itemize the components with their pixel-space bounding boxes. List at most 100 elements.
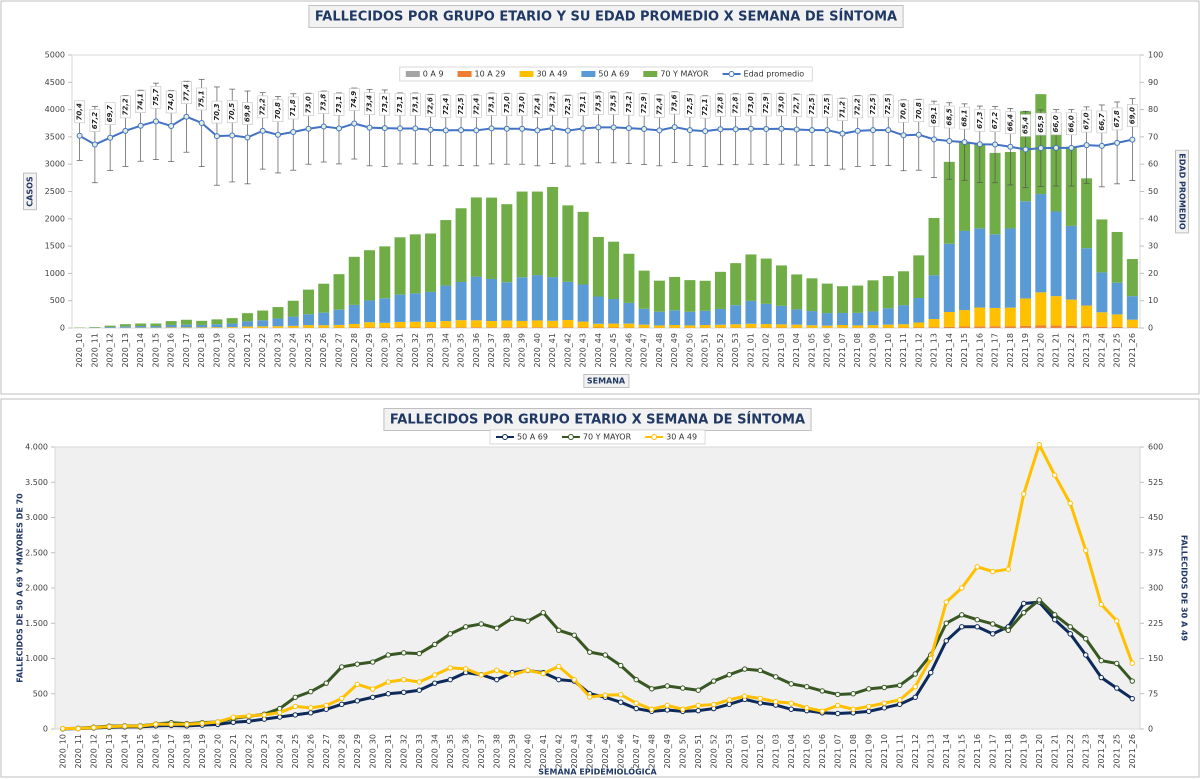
line-marker xyxy=(618,699,624,705)
y2-axis-title: FALLECIDOS DE 30 A 49 xyxy=(1180,535,1189,642)
data-label-box xyxy=(852,95,864,119)
line-marker xyxy=(695,702,701,709)
data-label-box xyxy=(272,99,284,123)
x-axis-title: SEMANA EPIDEMIOLÓGICA xyxy=(538,766,657,777)
x-tick-label: 2020_34 xyxy=(441,333,450,368)
line-marker xyxy=(928,655,934,662)
y2-axis-title: EDAD PROMEDIO xyxy=(1178,153,1187,230)
x-tick-label: 2021_23 xyxy=(1081,734,1090,769)
bar-segment xyxy=(348,323,360,328)
bar-segment xyxy=(135,325,147,328)
bar-segment xyxy=(653,280,665,312)
line-marker xyxy=(763,125,770,132)
line-marker xyxy=(633,705,639,712)
bar-segment xyxy=(974,228,986,308)
line-marker xyxy=(432,641,438,648)
bar-segment xyxy=(775,305,787,325)
x-tick-label: 2021_20 xyxy=(1035,734,1044,769)
bar-segment xyxy=(791,309,803,325)
line-series xyxy=(79,115,1133,151)
x-tick-label: 2021_19 xyxy=(1021,333,1030,368)
data-label: 74,1 xyxy=(137,93,145,110)
axis-title-box xyxy=(583,374,630,388)
data-label: 66,4 xyxy=(1006,114,1014,131)
x-tick-label: 2020_46 xyxy=(624,333,633,368)
line-marker xyxy=(711,678,717,684)
line-marker xyxy=(1068,144,1075,151)
line-marker xyxy=(625,125,632,132)
y-tick-label: 3.000 xyxy=(25,513,48,522)
line-marker xyxy=(107,134,114,141)
bar-segment xyxy=(638,308,650,325)
x-tick-label: 2020_47 xyxy=(632,734,641,769)
bar-segment xyxy=(1004,326,1016,328)
line-marker xyxy=(1129,695,1135,702)
bar-segment xyxy=(684,325,696,328)
y-tick-label: 4.000 xyxy=(25,443,48,452)
bar-segment xyxy=(653,325,665,328)
x-tick-label: 2021_11 xyxy=(899,333,908,368)
line-marker xyxy=(432,672,438,678)
line-marker xyxy=(671,124,678,131)
data-label: 70,8 xyxy=(274,102,282,119)
x-axis-title: SEMANA xyxy=(587,377,626,386)
x-tick-label: 2021_18 xyxy=(1004,734,1013,769)
bar-segment xyxy=(714,324,726,328)
bar-segment xyxy=(836,286,848,313)
line-marker xyxy=(959,624,965,630)
line-marker xyxy=(261,712,267,718)
bar-segment xyxy=(379,246,391,299)
data-label: 72,2 xyxy=(854,98,862,115)
bar-segment xyxy=(760,303,772,325)
bar-segment xyxy=(211,327,223,328)
data-label: 77,4 xyxy=(182,84,190,101)
line-marker xyxy=(385,652,391,658)
x-tick-label: 2020_38 xyxy=(502,333,511,368)
data-label: 73,5 xyxy=(594,95,602,112)
line-marker xyxy=(1098,674,1104,681)
line-marker xyxy=(354,661,360,667)
x-tick-label: 2020_44 xyxy=(594,333,603,368)
data-label-box xyxy=(104,102,116,126)
bar-segment xyxy=(1020,298,1032,326)
line-marker xyxy=(618,662,624,669)
y-tick-label: 1500 xyxy=(45,242,65,251)
data-label-box xyxy=(562,95,574,118)
x-tick-label: 2021_24 xyxy=(1097,734,1106,769)
x-tick-label: 2021_15 xyxy=(960,333,969,368)
line-marker xyxy=(649,686,655,692)
bar-segment xyxy=(852,285,864,313)
line-marker xyxy=(354,698,360,704)
x-tick-label: 2021_26 xyxy=(1128,734,1137,769)
data-label: 72,2 xyxy=(259,98,267,115)
bar-segment xyxy=(867,325,879,328)
x-tick-label: 2020_52 xyxy=(716,333,725,368)
x-tick-label: 2021_05 xyxy=(807,333,816,368)
bar-segment xyxy=(623,323,635,328)
bar-segment xyxy=(180,324,192,328)
x-tick-label: 2020_43 xyxy=(579,333,588,368)
bar-segment xyxy=(226,323,238,328)
line-marker xyxy=(974,624,980,630)
x-tick-label: 2020_41 xyxy=(539,734,548,769)
data-label: 68,5 xyxy=(945,108,953,125)
line-marker xyxy=(277,709,283,716)
bar-segment xyxy=(730,263,742,306)
data-label-box xyxy=(1066,112,1077,136)
bar-segment xyxy=(669,276,681,311)
data-label-box xyxy=(471,95,482,118)
line-marker xyxy=(928,669,934,676)
x-tick-label: 2021_11 xyxy=(895,734,904,769)
bar-segment xyxy=(257,320,269,327)
bar-segment xyxy=(1004,152,1016,229)
bar-segment xyxy=(409,321,421,328)
bar-segment xyxy=(486,327,498,328)
data-label-box xyxy=(257,95,269,119)
x-tick-label: 2021_22 xyxy=(1067,333,1076,368)
line-marker xyxy=(106,723,112,730)
x-tick-label: 2020_30 xyxy=(380,333,389,368)
bar-segment xyxy=(1111,231,1123,283)
bar-segment xyxy=(669,324,681,328)
line-marker xyxy=(1005,566,1011,572)
